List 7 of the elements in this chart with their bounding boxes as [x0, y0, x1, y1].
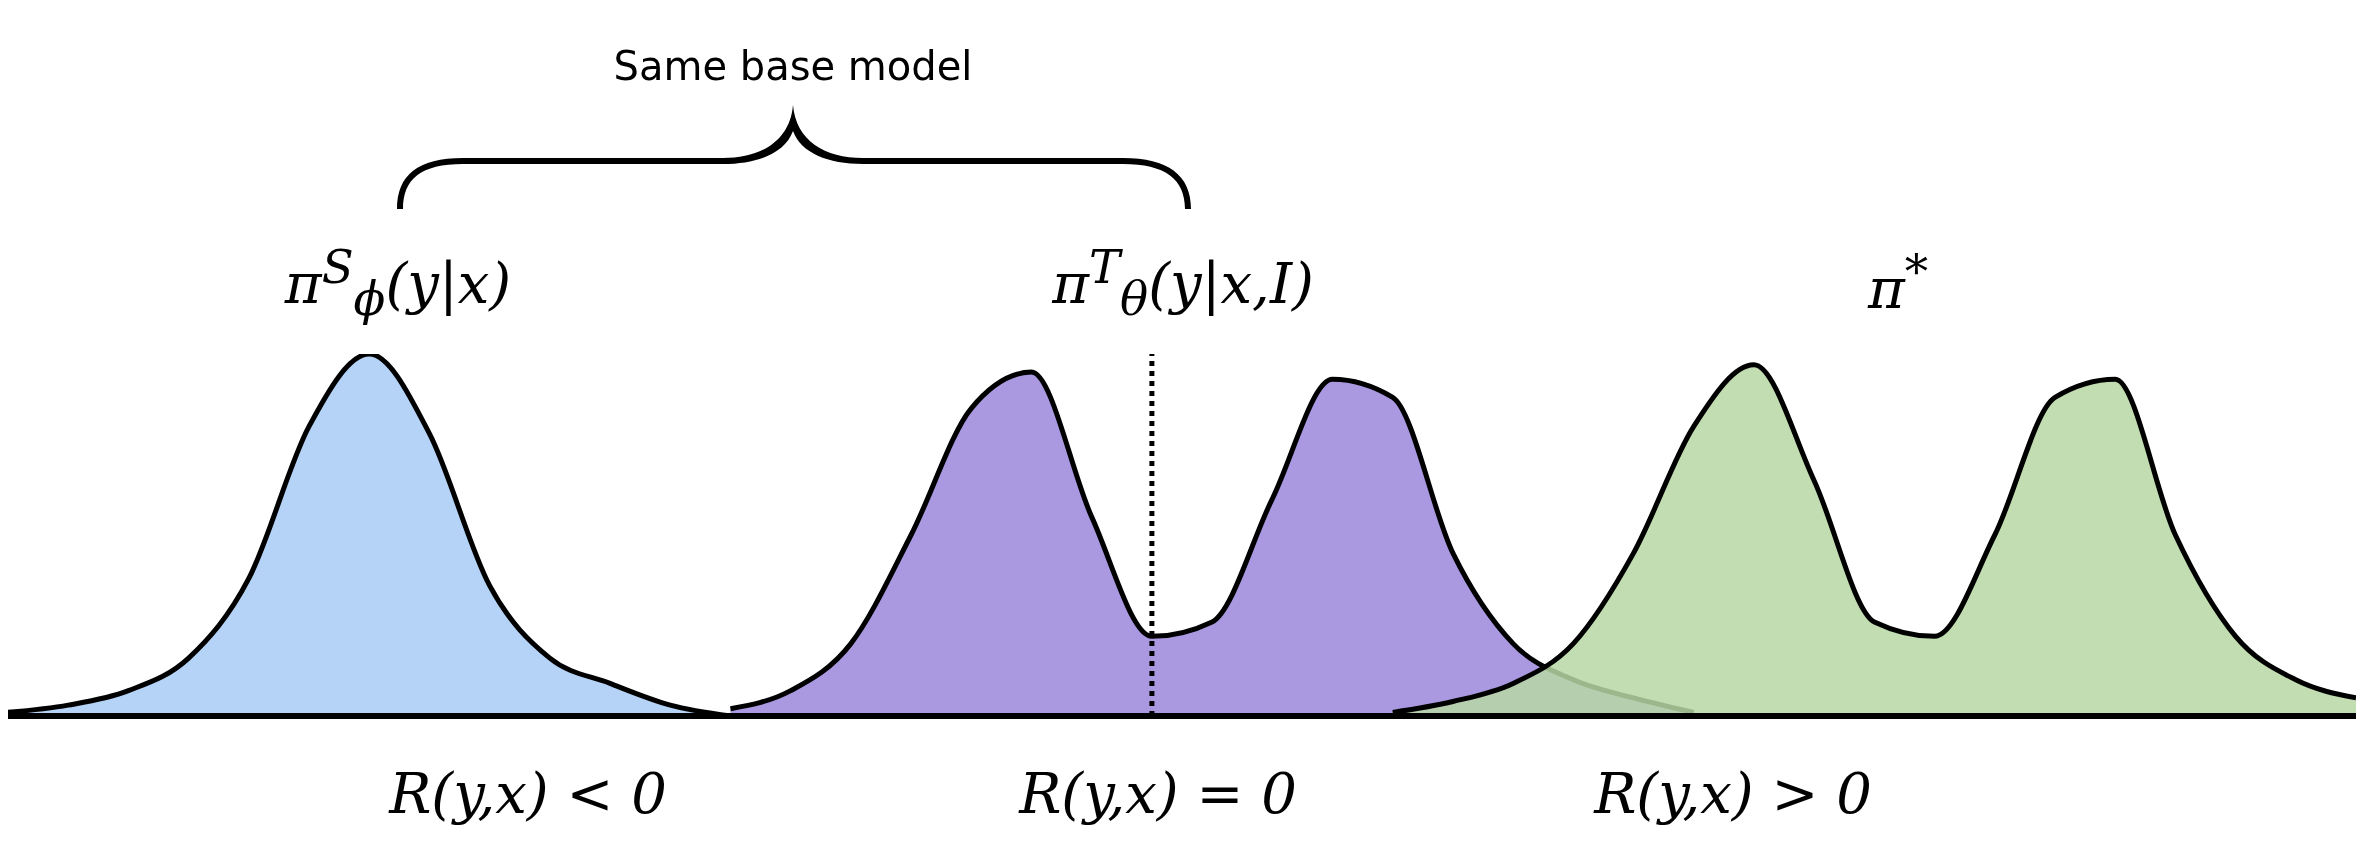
text: R(y,x) = 0 — [1019, 760, 1297, 826]
text: π$^{S}$$_{ϕ}$(y|x) — [284, 240, 512, 326]
text: Same base model — [613, 43, 973, 89]
text: R(y,x) < 0 — [389, 760, 667, 826]
text: R(y,x) > 0 — [1594, 760, 1872, 826]
text: π$^{*}$ — [1867, 245, 1929, 321]
text: π$^{T}$$_{θ}$(y|x,I) — [1052, 240, 1314, 326]
